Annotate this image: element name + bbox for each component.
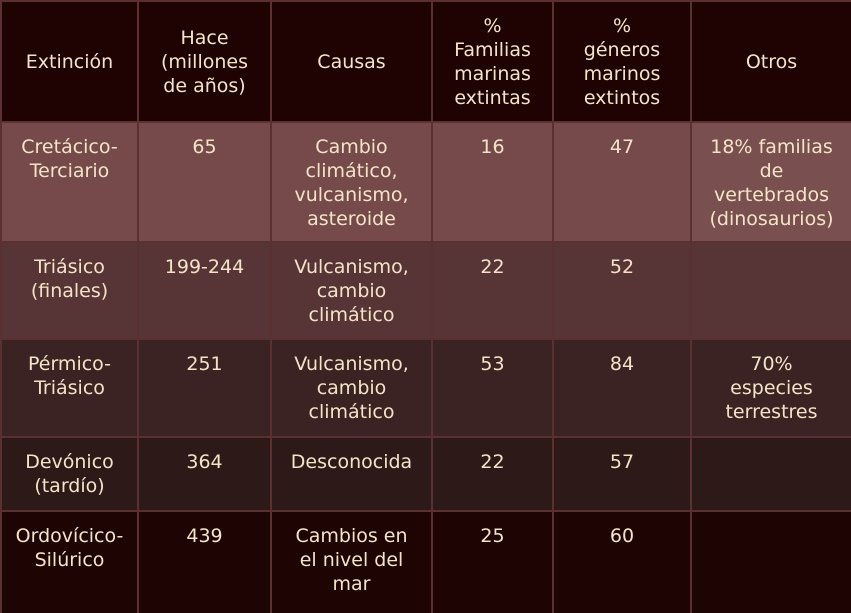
cell-familias: 25 — [431, 510, 554, 613]
header-extincion: Extinción — [0, 0, 139, 123]
header-familias-marinas: % Familias marinas extintas — [431, 0, 554, 123]
table-row: Triásico (finales) 199-244 Vulcanismo, c… — [0, 241, 851, 340]
header-generos-marinos: % géneros marinos extintos — [552, 0, 692, 123]
cell-causas: Cambio climático, vulcanismo, asteroide — [270, 121, 433, 243]
header-otros: Otros — [690, 0, 851, 123]
cell-hace: 65 — [137, 121, 272, 243]
cell-extincion: Triásico (finales) — [0, 241, 139, 340]
cell-familias: 16 — [431, 121, 554, 243]
cell-familias: 22 — [431, 436, 554, 512]
cell-causas: Vulcanismo, cambio climático — [270, 241, 433, 340]
cell-otros: 18% familias de vertebrados (dinosaurios… — [690, 121, 851, 243]
cell-otros — [690, 241, 851, 340]
cell-generos: 47 — [552, 121, 692, 243]
header-causas: Causas — [270, 0, 433, 123]
cell-extincion: Cretácico- Terciario — [0, 121, 139, 243]
header-row: Extinción Hace (millones de años) Causas… — [0, 0, 851, 123]
cell-hace: 439 — [137, 510, 272, 613]
header-hace: Hace (millones de años) — [137, 0, 272, 123]
table-row: Cretácico- Terciario 65 Cambio climático… — [0, 121, 851, 243]
cell-familias: 22 — [431, 241, 554, 340]
table-row: Devónico (tardío) 364 Desconocida 22 57 — [0, 436, 851, 512]
cell-extincion: Pérmico- Triásico — [0, 338, 139, 438]
cell-generos: 84 — [552, 338, 692, 438]
cell-otros: 70% especies terrestres — [690, 338, 851, 438]
cell-otros — [690, 510, 851, 613]
cell-causas: Vulcanismo, cambio climático — [270, 338, 433, 438]
cell-hace: 364 — [137, 436, 272, 512]
cell-familias: 53 — [431, 338, 554, 438]
table-row: Ordovícico- Silúrico 439 Cambios en el n… — [0, 510, 851, 613]
cell-hace: 251 — [137, 338, 272, 438]
cell-generos: 60 — [552, 510, 692, 613]
cell-extincion: Ordovícico- Silúrico — [0, 510, 139, 613]
cell-extincion: Devónico (tardío) — [0, 436, 139, 512]
cell-generos: 57 — [552, 436, 692, 512]
cell-otros — [690, 436, 851, 512]
cell-causas: Cambios en el nivel del mar — [270, 510, 433, 613]
cell-generos: 52 — [552, 241, 692, 340]
cell-hace: 199-244 — [137, 241, 272, 340]
cell-causas: Desconocida — [270, 436, 433, 512]
table-row: Pérmico- Triásico 251 Vulcanismo, cambio… — [0, 338, 851, 438]
